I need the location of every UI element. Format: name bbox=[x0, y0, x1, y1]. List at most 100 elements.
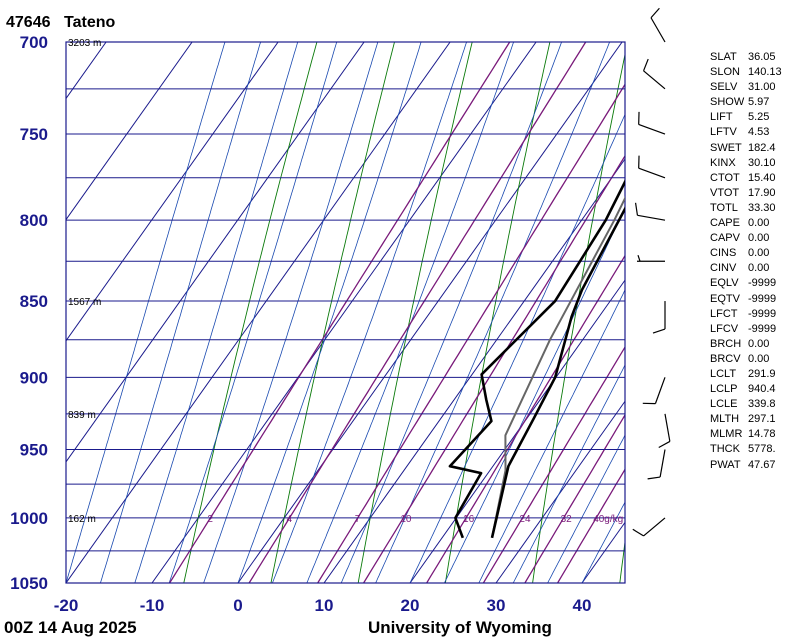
index-row: KINX 30.10 bbox=[710, 156, 798, 171]
index-key: EQTV bbox=[710, 292, 740, 305]
isotherm-line bbox=[66, 42, 279, 342]
index-row: CINV 0.00 bbox=[710, 261, 798, 276]
moist-adiabat-line bbox=[66, 42, 226, 583]
moist-adiabat-line bbox=[306, 42, 514, 583]
index-row: VTOT 17.90 bbox=[710, 186, 798, 201]
observation-time: 00Z 14 Aug 2025 bbox=[4, 618, 137, 637]
mixing-ratio-label: 7 bbox=[355, 514, 361, 525]
mixing-ratio-label: 10 bbox=[400, 514, 412, 525]
parcel-line bbox=[491, 196, 625, 538]
wind-barb bbox=[658, 413, 671, 449]
index-key: LIFT bbox=[710, 111, 733, 124]
index-value: 0.00 bbox=[748, 337, 770, 350]
isobar-lines bbox=[66, 41, 625, 584]
dry-adiabat-lines bbox=[183, 42, 625, 583]
index-key: CINS bbox=[710, 247, 737, 260]
wind-barb bbox=[637, 255, 665, 262]
mixing-ratio-line bbox=[482, 345, 625, 583]
temperature-tick-label: 10 bbox=[315, 596, 334, 615]
moist-adiabat-line bbox=[237, 42, 422, 583]
dry-adiabat-line bbox=[619, 538, 625, 583]
moist-adiabat-line bbox=[168, 42, 338, 583]
index-key: SLON bbox=[710, 66, 740, 79]
moist-adiabat-line bbox=[203, 42, 379, 583]
plot-frame bbox=[65, 41, 626, 584]
pressure-tick-label: 900 bbox=[20, 368, 48, 387]
temperature-tick-label: 40 bbox=[573, 596, 592, 615]
moist-adiabat-line bbox=[272, 42, 467, 583]
index-key: SELV bbox=[710, 81, 738, 94]
pressure-tick-label: 700 bbox=[20, 33, 48, 52]
index-key: EQLV bbox=[710, 277, 739, 290]
height-label: 1567 m bbox=[68, 297, 101, 308]
index-value: 15.40 bbox=[748, 171, 776, 184]
index-key: PWAT bbox=[710, 458, 741, 471]
index-row: THCK 5778. bbox=[710, 442, 798, 457]
isotherm-line bbox=[66, 42, 451, 583]
wind-barbs bbox=[632, 7, 671, 537]
index-value: 31.00 bbox=[748, 81, 776, 94]
pressure-tick-label: 1050 bbox=[10, 574, 48, 593]
pressure-tick-label: 1000 bbox=[10, 509, 48, 528]
index-value: 0.00 bbox=[748, 247, 770, 260]
isotherm-line bbox=[237, 42, 623, 583]
dewpoint-line bbox=[448, 179, 625, 539]
index-row: SELV 31.00 bbox=[710, 80, 798, 95]
isotherm-line bbox=[151, 42, 537, 583]
index-row: CINS 0.00 bbox=[710, 246, 798, 261]
wind-barb bbox=[647, 449, 666, 480]
index-value: 0.00 bbox=[748, 232, 770, 245]
index-key: LFTV bbox=[710, 126, 737, 139]
index-key: KINX bbox=[710, 156, 736, 169]
mixing-ratio-line bbox=[426, 254, 625, 583]
index-value: 33.30 bbox=[748, 201, 776, 214]
dry-adiabat-line bbox=[444, 42, 551, 583]
dry-adiabat-line bbox=[532, 52, 625, 583]
index-value: -9999 bbox=[748, 322, 777, 335]
stability-indices-panel: SLAT 36.05 SLON 140.13 SELV 31.00 SHOW 5.97 LIFT… bbox=[710, 50, 798, 473]
index-key: LCLP bbox=[710, 383, 738, 396]
moist-adiabat-lines bbox=[66, 42, 625, 583]
mixing-ratio-line bbox=[317, 83, 625, 583]
mixing-ratio-line bbox=[248, 42, 587, 583]
isotherm-line bbox=[323, 158, 625, 583]
isotherm-line bbox=[495, 400, 625, 583]
index-key: CAPV bbox=[710, 232, 740, 245]
moist-adiabat-line bbox=[581, 501, 625, 583]
index-value: -9999 bbox=[748, 277, 777, 290]
index-key: MLTH bbox=[710, 413, 740, 426]
wind-barb bbox=[632, 517, 666, 537]
mixing-ratio-line bbox=[524, 413, 625, 583]
mixing-ratio-line bbox=[363, 154, 625, 583]
index-value: 297.1 bbox=[748, 413, 776, 426]
index-value: 0.00 bbox=[748, 352, 770, 365]
index-value: 47.67 bbox=[748, 458, 776, 471]
index-value: 182.4 bbox=[748, 141, 776, 154]
index-row: SLON 140.13 bbox=[710, 65, 798, 80]
index-row: SLAT 36.05 bbox=[710, 50, 798, 65]
index-value: 5.97 bbox=[748, 96, 770, 109]
index-value: 30.10 bbox=[748, 156, 776, 169]
index-row: SHOW 5.97 bbox=[710, 95, 798, 110]
index-row: MLTH 297.1 bbox=[710, 412, 798, 427]
index-value: 17.90 bbox=[748, 186, 776, 199]
index-row: LCLE 339.8 bbox=[710, 397, 798, 412]
index-key: CTOT bbox=[710, 171, 740, 184]
index-value: 4.53 bbox=[748, 126, 770, 139]
wind-barb bbox=[638, 155, 666, 179]
index-row: EQTV -9999 bbox=[710, 292, 798, 307]
temperature-tick-label: 20 bbox=[401, 596, 420, 615]
index-row: BRCH 0.00 bbox=[710, 337, 798, 352]
index-value: 5.25 bbox=[748, 111, 770, 124]
index-key: MLMR bbox=[710, 428, 743, 441]
mixing-ratio-line bbox=[557, 468, 625, 583]
height-label: 839 m bbox=[68, 410, 96, 421]
index-value: -9999 bbox=[748, 307, 777, 320]
wind-barb bbox=[650, 7, 666, 43]
temperature-tick-label: -20 bbox=[54, 596, 79, 615]
isotherm-line bbox=[0, 42, 20, 583]
pressure-tick-label: 950 bbox=[20, 440, 48, 459]
index-key: CINV bbox=[710, 262, 737, 275]
moist-adiabat-line bbox=[547, 434, 625, 583]
index-key: SWET bbox=[710, 141, 742, 154]
